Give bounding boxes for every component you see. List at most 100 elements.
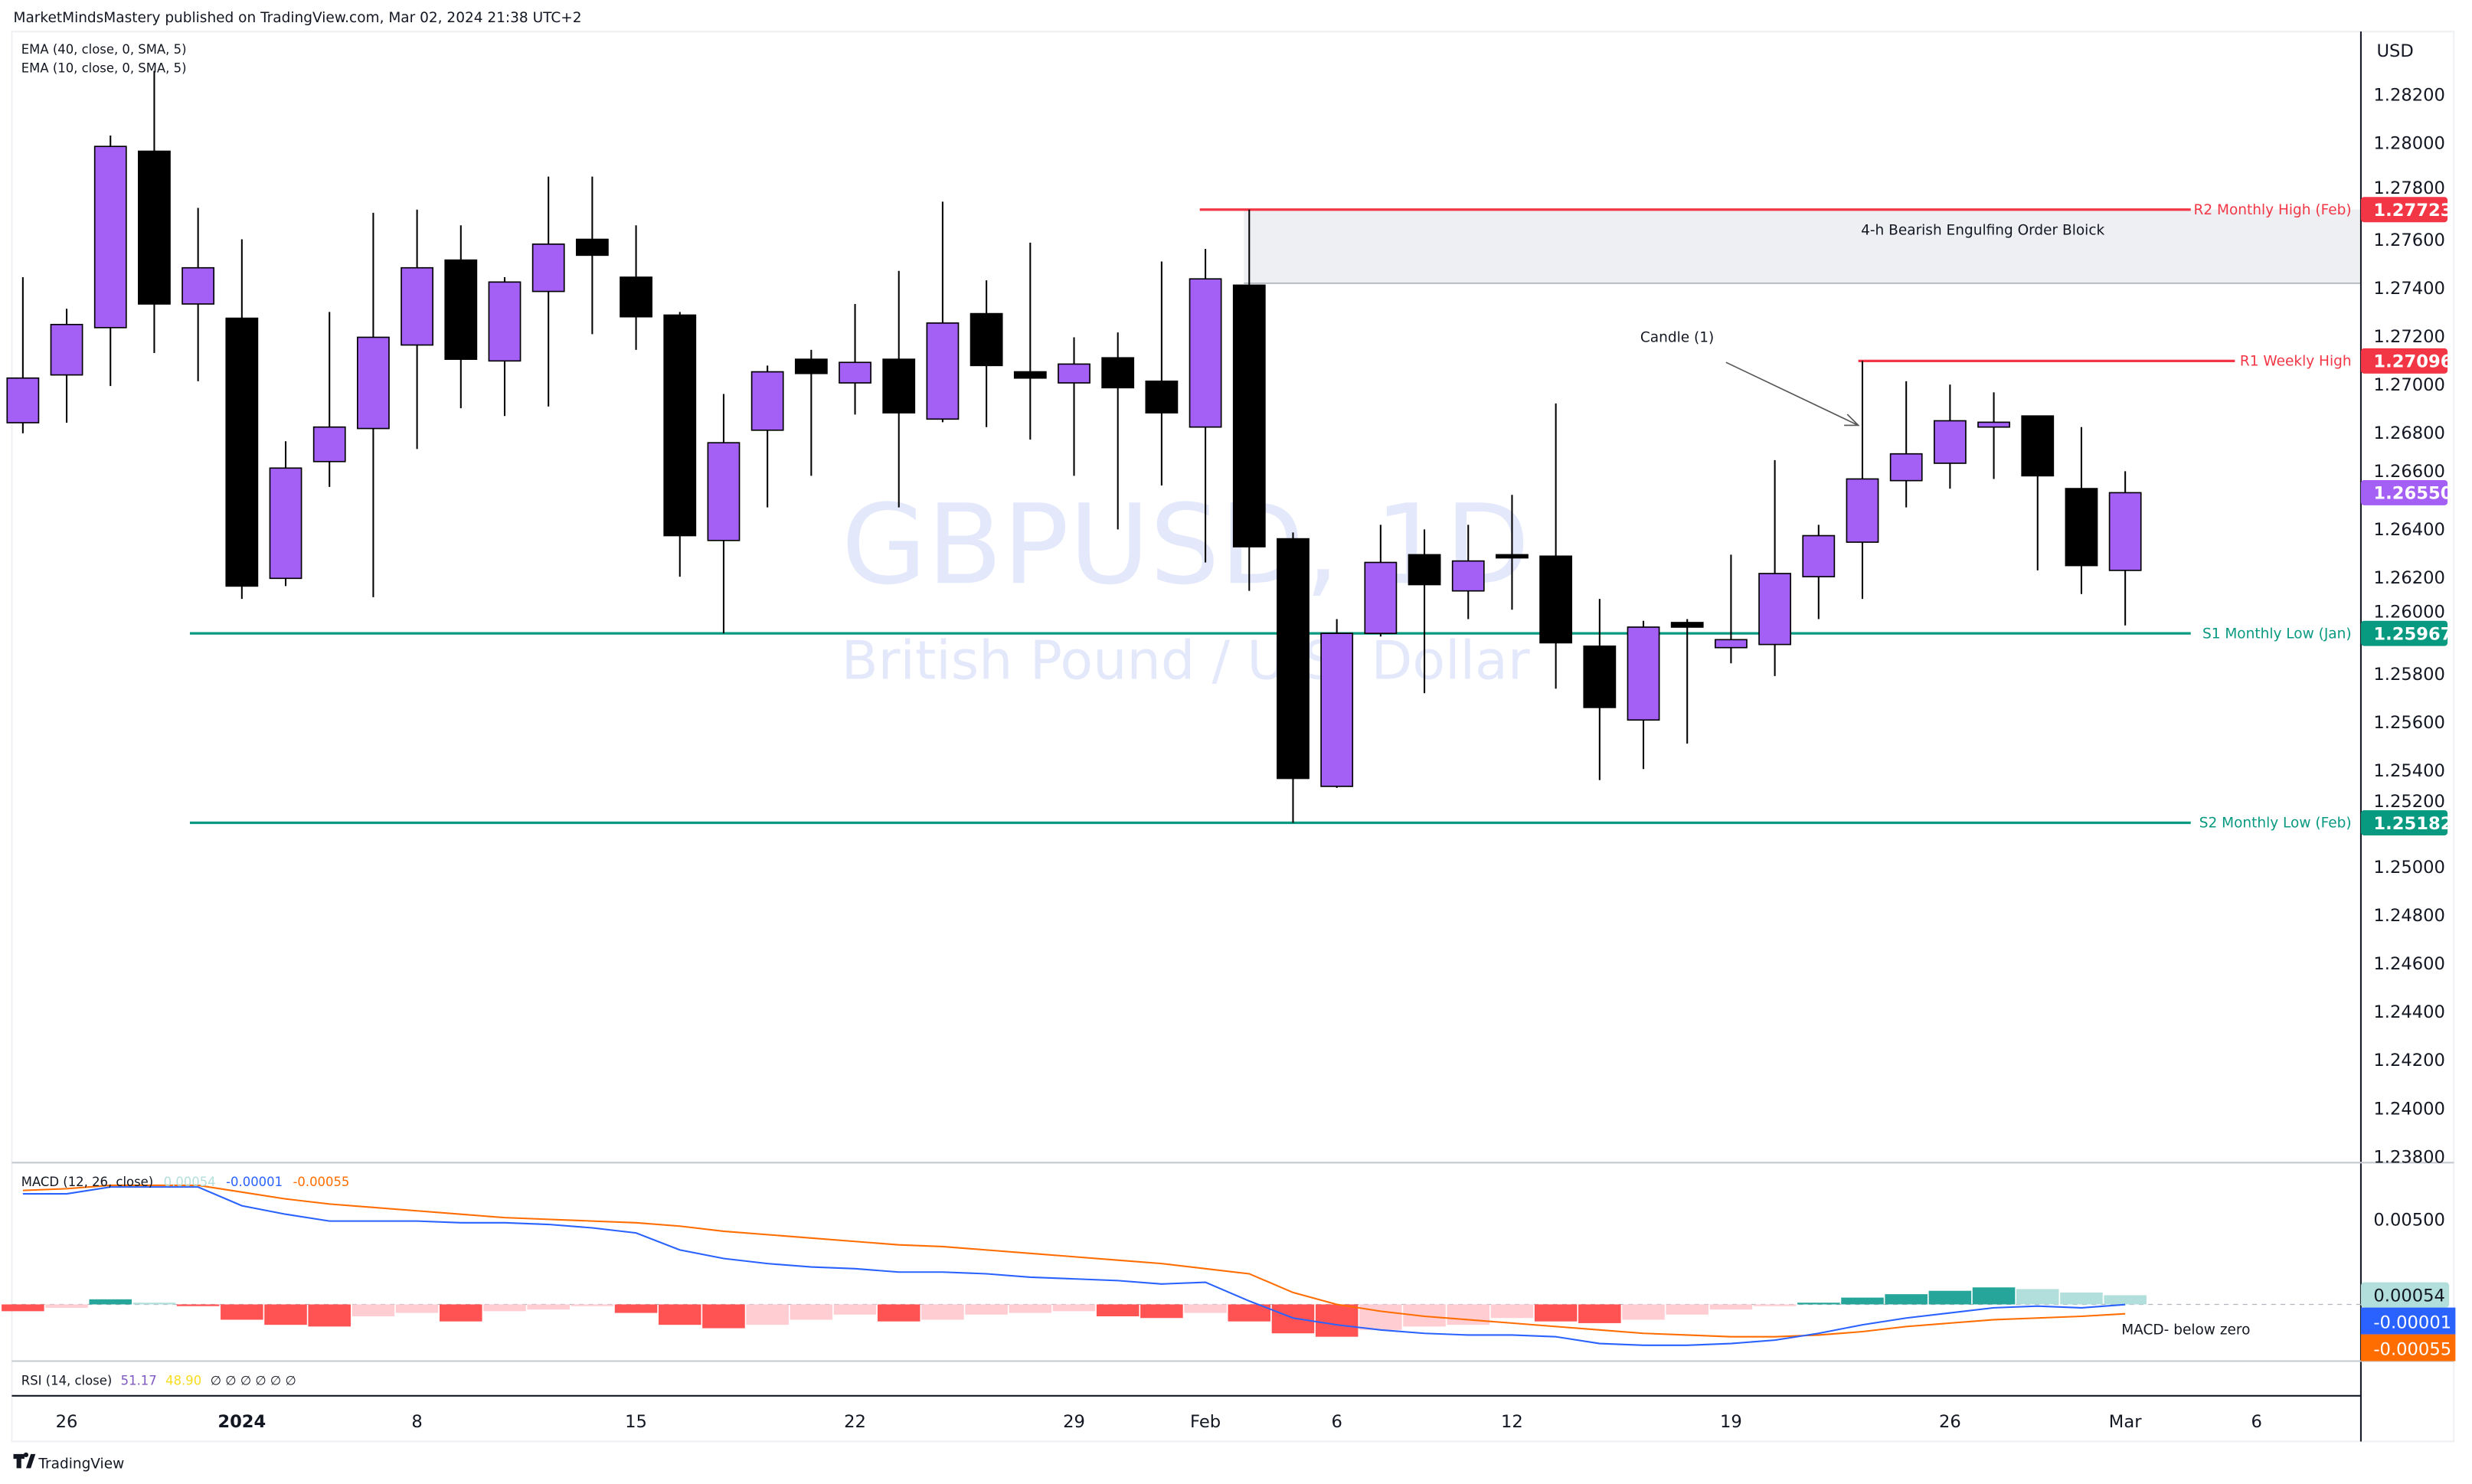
candle-bullish[interactable] bbox=[1189, 249, 1222, 563]
candle-bullish[interactable] bbox=[269, 441, 302, 587]
candle-body bbox=[882, 358, 916, 413]
order-block-label: 4-h Bearish Engulfing Order Bloick bbox=[1861, 223, 2104, 239]
candle-bearish[interactable] bbox=[1013, 242, 1047, 440]
candle-bullish[interactable] bbox=[1846, 361, 1879, 600]
candle-bearish[interactable] bbox=[1539, 403, 1573, 689]
candle-bullish[interactable] bbox=[1320, 619, 1354, 788]
candle-bullish[interactable] bbox=[1627, 620, 1660, 770]
macd-line-badge: -0.00001 bbox=[2373, 1312, 2451, 1332]
candle-bearish[interactable] bbox=[663, 312, 697, 577]
candle-bullish[interactable] bbox=[1977, 392, 2010, 479]
rsi-value: 51.17 bbox=[121, 1373, 157, 1388]
price-axis[interactable]: 1.28200 1.28000 1.27800 1.27600 1.27400 1.272… bbox=[2373, 86, 2445, 1168]
price-tick-label: 1.24400 bbox=[2373, 1002, 2445, 1022]
candle-body bbox=[444, 259, 478, 360]
candle-body bbox=[181, 266, 215, 305]
candle-bearish[interactable] bbox=[1101, 332, 1135, 530]
candle-bearish[interactable] bbox=[1277, 532, 1310, 823]
candle-bullish[interactable] bbox=[2108, 471, 2142, 626]
candle-body bbox=[1977, 421, 2010, 428]
candle-bearish[interactable] bbox=[1583, 599, 1617, 780]
candle-bullish[interactable] bbox=[312, 312, 346, 487]
candle-bullish[interactable] bbox=[1058, 337, 1090, 476]
time-axis[interactable]: 26 2024 8 15 22 29 Feb 6 12 19 26 Mar 6 bbox=[56, 1412, 2262, 1432]
candle-body bbox=[401, 266, 433, 346]
candle-bullish[interactable] bbox=[750, 365, 784, 508]
candle-bearish[interactable] bbox=[2065, 427, 2098, 594]
candle-bearish[interactable] bbox=[620, 225, 652, 350]
candle-body bbox=[1013, 371, 1047, 379]
candle-body bbox=[1451, 560, 1485, 592]
candle-body bbox=[970, 312, 1003, 367]
candle-bearish[interactable] bbox=[970, 280, 1003, 427]
candle-bearish[interactable] bbox=[794, 349, 828, 476]
last-price-value: 1.26550 bbox=[2373, 484, 2452, 504]
indicator-ema-40[interactable]: EMA (40, close, 0, SMA, 5) bbox=[21, 42, 187, 57]
order-block-rect[interactable] bbox=[1244, 209, 2361, 283]
tradingview-logo-icon bbox=[13, 1452, 36, 1469]
candle-bullish[interactable] bbox=[50, 309, 83, 423]
level-label: S2 Monthly Low (Feb) bbox=[2199, 816, 2352, 832]
candle-bearish[interactable] bbox=[575, 176, 609, 335]
candle-bullish[interactable] bbox=[707, 394, 741, 634]
macd-legend[interactable]: MACD (12, 26, close) 0.00054 -0.00001 -0… bbox=[21, 1175, 350, 1189]
candle-bearish[interactable] bbox=[1145, 261, 1179, 485]
candle-bullish[interactable] bbox=[1715, 554, 1748, 664]
candle-body bbox=[1846, 478, 1879, 543]
candle-bullish[interactable] bbox=[357, 212, 390, 597]
time-tick-label: 26 bbox=[1939, 1412, 1961, 1432]
candle-body bbox=[269, 467, 302, 580]
candle-bullish[interactable] bbox=[1802, 525, 1836, 619]
candle-bearish[interactable] bbox=[1232, 209, 1266, 591]
candle-bearish[interactable] bbox=[138, 70, 171, 353]
rsi-legend[interactable]: RSI (14, close) 51.17 48.90 ∅ ∅ ∅ ∅ ∅ ∅ bbox=[21, 1373, 296, 1388]
candle-bearish[interactable] bbox=[1408, 529, 1441, 694]
candle-bullish[interactable] bbox=[1933, 384, 1967, 489]
time-tick-label: 22 bbox=[844, 1412, 866, 1432]
candle-bullish[interactable] bbox=[1451, 525, 1485, 619]
candle-bullish[interactable] bbox=[839, 303, 871, 415]
macd-histogram-bar bbox=[1885, 1294, 1928, 1305]
level-lines: R2 Monthly High (Feb) R1 Weekly High S1 Mo… bbox=[189, 202, 2352, 832]
candle-body bbox=[2021, 415, 2055, 477]
candle-bullish[interactable] bbox=[926, 201, 960, 423]
watermark-name: British Pound / U.S. Dollar bbox=[842, 630, 1530, 692]
arrow-annotation[interactable] bbox=[1725, 361, 1860, 427]
candle-body bbox=[1232, 284, 1266, 548]
time-tick-label: Mar bbox=[2109, 1412, 2142, 1432]
price-tick-label: 1.27000 bbox=[2373, 375, 2445, 395]
time-tick-label: 15 bbox=[625, 1412, 647, 1432]
indicator-ema-10[interactable]: EMA (10, close, 0, SMA, 5) bbox=[21, 61, 187, 76]
candle-bearish[interactable] bbox=[225, 239, 259, 600]
candle-bullish[interactable] bbox=[181, 208, 215, 381]
candle-body bbox=[1715, 639, 1748, 649]
price-tick-label: 1.27600 bbox=[2373, 230, 2445, 250]
candle-bullish[interactable] bbox=[488, 277, 522, 417]
candle-bearish[interactable] bbox=[2021, 415, 2055, 570]
candle-bearish[interactable] bbox=[444, 225, 478, 409]
time-tick-label: 6 bbox=[2251, 1412, 2262, 1432]
candle-bullish[interactable] bbox=[401, 209, 433, 449]
candle-bearish[interactable] bbox=[882, 270, 916, 508]
candle-bullish[interactable] bbox=[531, 176, 565, 407]
price-tick-label: 1.25000 bbox=[2373, 858, 2445, 878]
candle-bearish[interactable] bbox=[1670, 619, 1704, 744]
candle-body bbox=[1189, 278, 1222, 428]
candle-bullish[interactable] bbox=[93, 136, 127, 387]
candle-bearish[interactable] bbox=[1496, 495, 1529, 610]
price-tick-label: 1.24000 bbox=[2373, 1099, 2445, 1119]
candle-bullish[interactable] bbox=[1889, 381, 1923, 508]
price-tick-label: 1.25800 bbox=[2373, 665, 2445, 685]
tradingview-logo[interactable]: TradingView bbox=[13, 1452, 125, 1473]
level-label: R1 Weekly High bbox=[2240, 354, 2352, 370]
level-label: S1 Monthly Low (Jan) bbox=[2202, 626, 2352, 642]
price-tick-label: 1.25400 bbox=[2373, 761, 2445, 781]
candle-note: Candle (1) bbox=[1640, 329, 1714, 345]
candle-bullish[interactable] bbox=[6, 277, 40, 433]
currency-label: USD bbox=[2377, 41, 2414, 61]
order-block-zone[interactable] bbox=[1244, 209, 2361, 284]
time-tick-label: 26 bbox=[56, 1412, 78, 1432]
candle-bullish[interactable] bbox=[1758, 459, 1792, 676]
candle-bullish[interactable] bbox=[1364, 525, 1398, 637]
